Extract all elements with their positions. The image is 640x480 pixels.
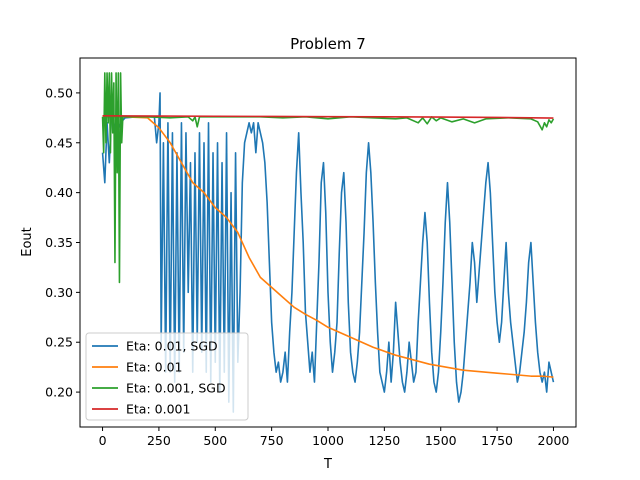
series-line-3: [102, 115, 554, 119]
y-tick-label: 0.25: [45, 335, 73, 350]
x-tick-label: 1750: [481, 433, 513, 448]
x-tick-label: 750: [260, 433, 284, 448]
y-axis-label: Eout: [20, 227, 35, 257]
x-tick-label: 2000: [538, 433, 570, 448]
x-tick-label: 1250: [368, 433, 400, 448]
y-tick-label: 0.20: [45, 385, 73, 400]
series-line-1: [102, 116, 554, 378]
y-tick-label: 0.30: [45, 285, 73, 300]
x-tick-label: 250: [147, 433, 171, 448]
y-tick-label: 0.50: [45, 85, 73, 100]
x-tick-label: 1500: [425, 433, 457, 448]
x-axis-label: T: [323, 457, 332, 472]
legend-label-3: Eta: 0.001: [126, 402, 190, 417]
y-tick-label: 0.45: [45, 135, 73, 150]
legend-label-1: Eta: 0.01: [126, 360, 182, 375]
legend: Eta: 0.01, SGD Eta: 0.01 Eta: 0.001, SGD Et…: [85, 332, 249, 421]
series-line-0: [101, 92, 555, 413]
x-tick-label: 500: [203, 433, 227, 448]
legend-box: [85, 332, 249, 421]
chart-title: Problem 7: [290, 35, 366, 53]
legend-label-2: Eta: 0.001, SGD: [126, 381, 226, 396]
legend-label-0: Eta: 0.01, SGD: [126, 339, 218, 354]
y-tick-label: 0.35: [45, 235, 73, 250]
x-tick-label: 0: [99, 433, 107, 448]
x-tick-label: 1000: [312, 433, 344, 448]
y-tick-label: 0.40: [45, 185, 73, 200]
